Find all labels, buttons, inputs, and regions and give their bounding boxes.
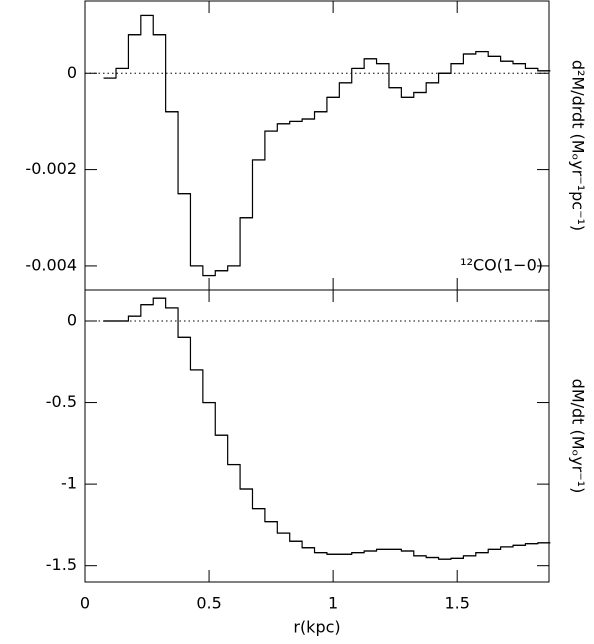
plot-frame [84,0,550,291]
y-tick-label: 0 [67,310,77,329]
y-tick-label: -1 [61,474,77,493]
x-tick-label: 0.5 [196,594,221,613]
y-tick-label: -1.5 [46,555,77,574]
y-axis-label: dM/dt (Mₒyr⁻¹) [569,379,588,494]
y-tick-label: 0 [67,63,77,82]
y-tick-label: -0.5 [46,392,77,411]
plot-frame [84,289,550,583]
annotation: ¹²CO(1−0) [460,256,543,275]
x-tick-label: 1.5 [444,594,469,613]
step-connectors [103,14,551,277]
x-axis-label: r(kpc) [293,618,340,637]
y-axis-label: d²M/drdt (Mₒyr⁻¹pc⁻¹) [569,60,588,231]
y-tick-label: -0.002 [25,159,77,178]
x-tick-label: 1 [328,594,338,613]
x-tick-label: 0 [80,594,90,613]
y-tick-label: -0.004 [25,255,77,274]
step-connectors [103,297,551,560]
